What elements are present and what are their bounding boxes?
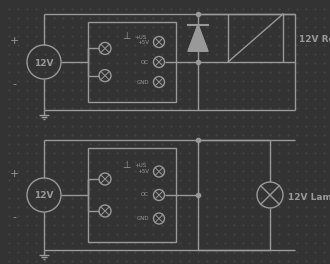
Text: +5V: +5V [137, 40, 149, 45]
Text: OC: OC [141, 192, 149, 197]
Text: GND: GND [136, 79, 149, 84]
Text: OC: OC [141, 59, 149, 64]
Text: +: + [9, 36, 19, 46]
Bar [228, 14, 283, 62]
Text: GND: GND [136, 216, 149, 221]
Text: 12V: 12V [34, 191, 54, 200]
Text: -: - [12, 212, 16, 222]
Text: -: - [12, 79, 16, 89]
Text: 12V Relais: 12V Relais [299, 35, 330, 45]
Text: +: + [9, 169, 19, 179]
Bar [88, 22, 176, 102]
Text: 12V: 12V [34, 59, 54, 68]
Polygon shape [188, 25, 208, 51]
Bar [88, 148, 176, 242]
Text: ⊥: ⊥ [122, 31, 131, 41]
Text: +US: +US [135, 35, 147, 40]
Text: 12V Lamp: 12V Lamp [288, 192, 330, 201]
Text: +5V: +5V [137, 169, 149, 174]
Text: +US: +US [135, 163, 147, 168]
Text: ⊥: ⊥ [122, 160, 131, 170]
